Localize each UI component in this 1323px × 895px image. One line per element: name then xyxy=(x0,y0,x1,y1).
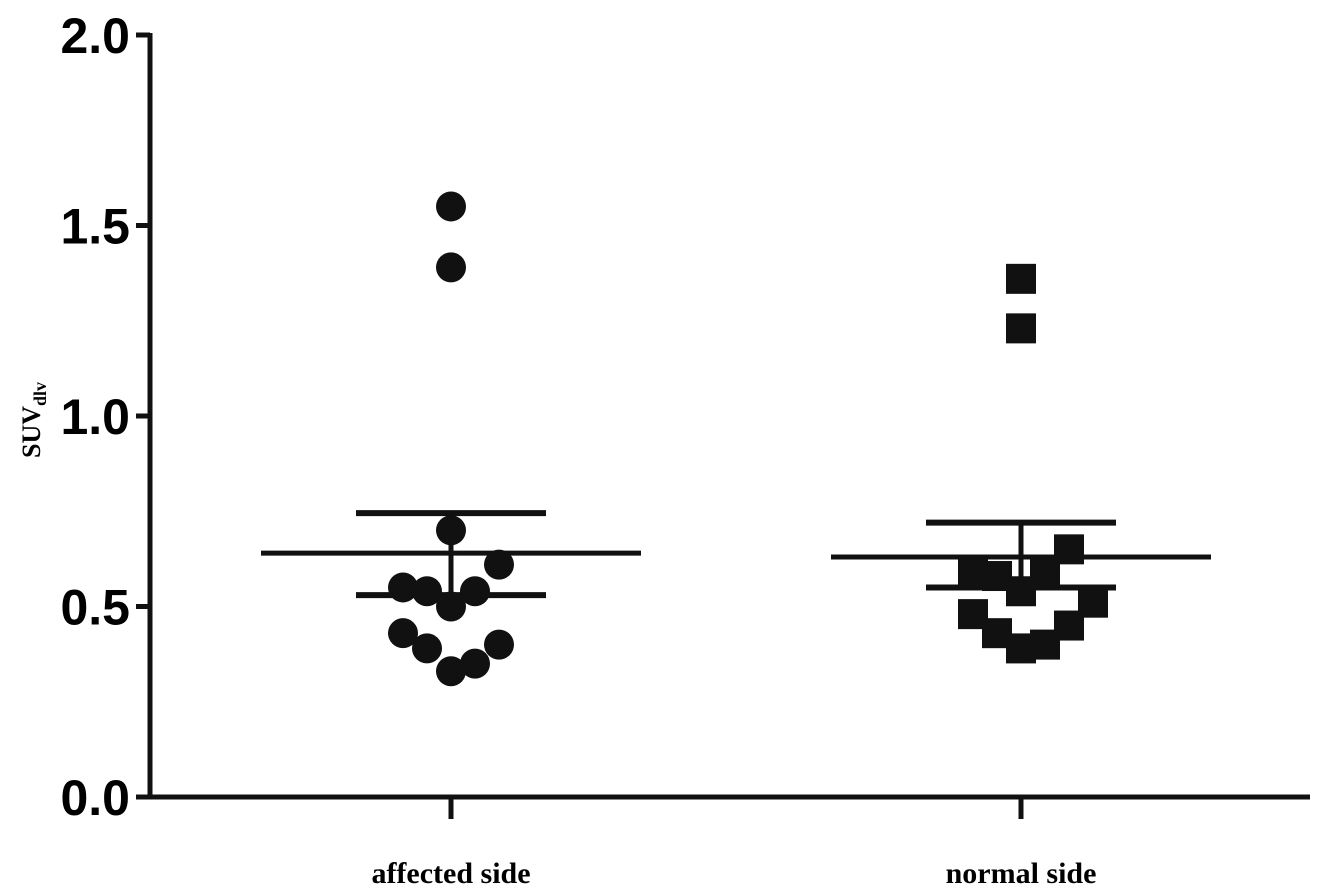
data-point xyxy=(412,576,442,607)
y-tick-label: 0.5 xyxy=(60,580,130,636)
data-point xyxy=(484,549,514,580)
data-point xyxy=(412,633,442,664)
data-point xyxy=(388,572,418,603)
y-axis-label-main: SUV xyxy=(17,406,46,458)
data-point xyxy=(1006,313,1036,344)
data-point xyxy=(1006,263,1036,294)
data-point xyxy=(388,618,418,649)
y-tick-label: 1.0 xyxy=(60,389,130,445)
y-axis: 0.0 0.5 1.0 1.5 2.0 xyxy=(60,8,153,826)
series-affected-side xyxy=(261,191,641,687)
data-point xyxy=(484,629,514,660)
data-point xyxy=(460,576,490,607)
x-tick-label: affected side xyxy=(371,857,530,890)
data-point xyxy=(436,591,466,622)
data-point xyxy=(1006,576,1036,607)
y-tick-label: 2.0 xyxy=(60,8,130,64)
x-tick-label: normal side xyxy=(946,857,1097,890)
y-axis-label-sub: dlv xyxy=(30,382,50,406)
data-point xyxy=(436,515,466,546)
series-normal-side xyxy=(831,263,1211,664)
data-point xyxy=(460,648,490,679)
data-point xyxy=(436,191,466,222)
y-tick-label: 1.5 xyxy=(60,199,130,255)
data-point xyxy=(436,252,466,283)
y-axis-label: SUVdlv xyxy=(17,382,50,458)
x-axis: affected side normal side xyxy=(148,794,1310,890)
y-axis-title: SUVdlv xyxy=(17,382,50,458)
y-tick-label: 0.0 xyxy=(60,770,130,826)
data-point xyxy=(1054,610,1084,641)
data-series xyxy=(261,191,1211,687)
data-point xyxy=(436,656,466,687)
